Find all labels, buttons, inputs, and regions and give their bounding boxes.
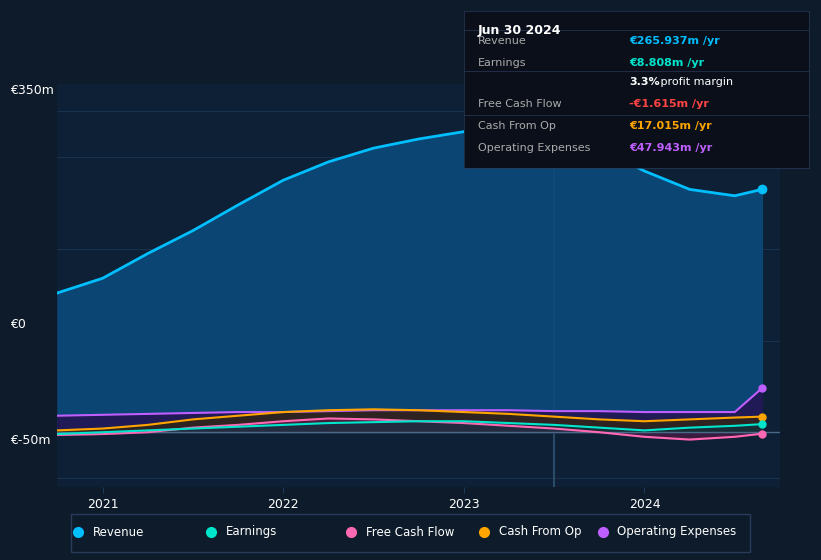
Text: €-50m: €-50m	[11, 435, 51, 447]
Text: Revenue: Revenue	[478, 36, 526, 46]
Text: Operating Expenses: Operating Expenses	[478, 143, 590, 153]
Text: Revenue: Revenue	[93, 525, 144, 539]
Text: €8.808m /yr: €8.808m /yr	[630, 58, 704, 68]
Text: profit margin: profit margin	[657, 77, 733, 87]
Text: Cash From Op: Cash From Op	[478, 120, 556, 130]
Text: €17.015m /yr: €17.015m /yr	[630, 120, 712, 130]
Text: Free Cash Flow: Free Cash Flow	[366, 525, 455, 539]
Text: Earnings: Earnings	[478, 58, 526, 68]
Text: €265.937m /yr: €265.937m /yr	[630, 36, 720, 46]
Text: -€1.615m /yr: -€1.615m /yr	[630, 99, 709, 109]
Bar	[71, 514, 750, 552]
Text: Free Cash Flow: Free Cash Flow	[478, 99, 562, 109]
Text: Operating Expenses: Operating Expenses	[617, 525, 736, 539]
Text: €350m: €350m	[11, 84, 54, 97]
Text: €0: €0	[11, 318, 26, 331]
Text: Cash From Op: Cash From Op	[499, 525, 581, 539]
Text: 3.3%: 3.3%	[630, 77, 660, 87]
Text: Jun 30 2024: Jun 30 2024	[478, 24, 562, 37]
Text: Earnings: Earnings	[226, 525, 277, 539]
Text: €47.943m /yr: €47.943m /yr	[630, 143, 713, 153]
